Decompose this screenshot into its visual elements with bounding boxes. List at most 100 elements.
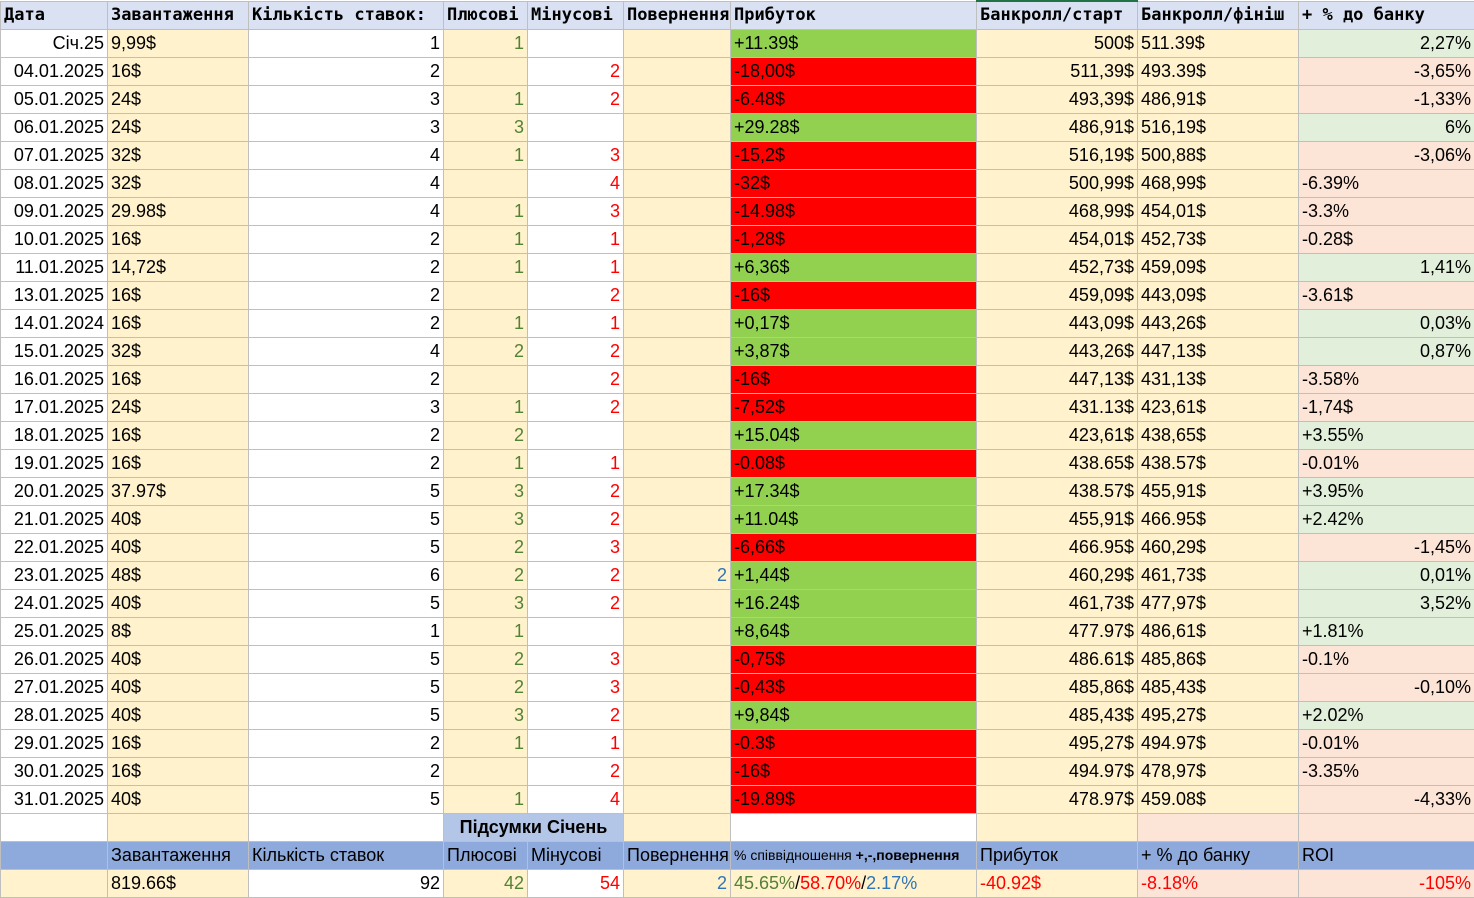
minus-cell[interactable]: 2 [528, 506, 624, 534]
return-cell[interactable] [624, 730, 731, 758]
summary-header-load[interactable]: Завантаження [108, 842, 249, 870]
minus-cell[interactable] [528, 114, 624, 142]
plus-cell[interactable]: 1 [444, 198, 528, 226]
load-cell[interactable]: 24$ [108, 394, 249, 422]
load-cell[interactable]: 16$ [108, 758, 249, 786]
return-cell[interactable] [624, 758, 731, 786]
bankroll-finish-cell[interactable]: 447,13$ [1138, 338, 1299, 366]
bankroll-finish-cell[interactable]: 459,09$ [1138, 254, 1299, 282]
bankroll-finish-cell[interactable]: 431,13$ [1138, 366, 1299, 394]
profit-cell[interactable]: +1,44$ [731, 562, 977, 590]
minus-cell[interactable]: 3 [528, 534, 624, 562]
date-cell[interactable]: 08.01.2025 [1, 170, 108, 198]
bankroll-start-cell[interactable]: 477.97$ [977, 618, 1138, 646]
header-return[interactable]: Повернення [624, 1, 731, 30]
bankroll-start-cell[interactable]: 478.97$ [977, 786, 1138, 814]
date-cell[interactable]: 11.01.2025 [1, 254, 108, 282]
return-cell[interactable]: 2 [624, 562, 731, 590]
date-cell[interactable]: 17.01.2025 [1, 394, 108, 422]
summary-header-percent[interactable]: + % до банку [1138, 842, 1299, 870]
summary-blank-cell[interactable] [1138, 814, 1299, 842]
bankroll-start-cell[interactable]: 454,01$ [977, 226, 1138, 254]
summary-roi-value[interactable]: -105% [1299, 870, 1474, 898]
plus-cell[interactable] [444, 366, 528, 394]
profit-cell[interactable]: +6,36$ [731, 254, 977, 282]
percent-bank-cell[interactable]: +3.95% [1299, 478, 1474, 506]
bankroll-start-cell[interactable]: 486.61$ [977, 646, 1138, 674]
bets-cell[interactable]: 5 [249, 674, 444, 702]
bets-cell[interactable]: 2 [249, 226, 444, 254]
profit-cell[interactable]: -0.08$ [731, 450, 977, 478]
summary-blank-cell[interactable] [249, 814, 444, 842]
bankroll-start-cell[interactable]: 511,39$ [977, 58, 1138, 86]
percent-bank-cell[interactable]: -4,33% [1299, 786, 1474, 814]
percent-bank-cell[interactable]: -6.39% [1299, 170, 1474, 198]
load-cell[interactable]: 16$ [108, 226, 249, 254]
return-cell[interactable] [624, 30, 731, 58]
plus-cell[interactable]: 3 [444, 590, 528, 618]
bets-cell[interactable]: 2 [249, 254, 444, 282]
plus-cell[interactable]: 3 [444, 506, 528, 534]
bankroll-finish-cell[interactable]: 454,01$ [1138, 198, 1299, 226]
plus-cell[interactable] [444, 170, 528, 198]
profit-cell[interactable]: -15,2$ [731, 142, 977, 170]
bankroll-finish-cell[interactable]: 493.39$ [1138, 58, 1299, 86]
plus-cell[interactable]: 2 [444, 646, 528, 674]
load-cell[interactable]: 24$ [108, 86, 249, 114]
load-cell[interactable]: 40$ [108, 506, 249, 534]
bankroll-finish-cell[interactable]: 455,91$ [1138, 478, 1299, 506]
summary-blank-cell[interactable] [108, 814, 249, 842]
bankroll-start-cell[interactable]: 459,09$ [977, 282, 1138, 310]
date-cell[interactable]: 16.01.2025 [1, 366, 108, 394]
bankroll-finish-cell[interactable]: 466.95$ [1138, 506, 1299, 534]
bankroll-start-cell[interactable]: 485,86$ [977, 674, 1138, 702]
date-cell[interactable]: 05.01.2025 [1, 86, 108, 114]
percent-bank-cell[interactable]: -3.61$ [1299, 282, 1474, 310]
load-cell[interactable]: 40$ [108, 590, 249, 618]
bankroll-start-cell[interactable]: 460,29$ [977, 562, 1138, 590]
return-cell[interactable] [624, 310, 731, 338]
profit-cell[interactable]: +29.28$ [731, 114, 977, 142]
bets-cell[interactable]: 5 [249, 506, 444, 534]
minus-cell[interactable]: 3 [528, 142, 624, 170]
summary-load-value[interactable]: 819.66$ [108, 870, 249, 898]
plus-cell[interactable]: 1 [444, 310, 528, 338]
profit-cell[interactable]: -6.48$ [731, 86, 977, 114]
percent-bank-cell[interactable]: -0.28$ [1299, 226, 1474, 254]
plus-cell[interactable]: 3 [444, 114, 528, 142]
profit-cell[interactable]: +3,87$ [731, 338, 977, 366]
bankroll-finish-cell[interactable]: 461,73$ [1138, 562, 1299, 590]
summary-header-minus[interactable]: Мінусові [528, 842, 624, 870]
profit-cell[interactable]: +16.24$ [731, 590, 977, 618]
percent-bank-cell[interactable]: -3.35% [1299, 758, 1474, 786]
bankroll-finish-cell[interactable]: 486,61$ [1138, 618, 1299, 646]
bankroll-finish-cell[interactable]: 468,99$ [1138, 170, 1299, 198]
bankroll-finish-cell[interactable]: 478,97$ [1138, 758, 1299, 786]
bankroll-start-cell[interactable]: 500$ [977, 30, 1138, 58]
date-cell[interactable]: 09.01.2025 [1, 198, 108, 226]
plus-cell[interactable]: 3 [444, 702, 528, 730]
date-cell[interactable]: 28.01.2025 [1, 702, 108, 730]
bankroll-finish-cell[interactable]: 443,26$ [1138, 310, 1299, 338]
minus-cell[interactable] [528, 30, 624, 58]
load-cell[interactable]: 32$ [108, 338, 249, 366]
bets-cell[interactable]: 2 [249, 366, 444, 394]
profit-cell[interactable]: +17.34$ [731, 478, 977, 506]
date-cell[interactable]: 13.01.2025 [1, 282, 108, 310]
percent-bank-cell[interactable]: +1.81% [1299, 618, 1474, 646]
return-cell[interactable] [624, 142, 731, 170]
summary-blank-cell[interactable] [1299, 814, 1474, 842]
minus-cell[interactable]: 3 [528, 674, 624, 702]
minus-cell[interactable]: 2 [528, 562, 624, 590]
minus-cell[interactable]: 2 [528, 394, 624, 422]
header-bankroll-finish[interactable]: Банкролл/фініш [1138, 1, 1299, 30]
load-cell[interactable]: 16$ [108, 730, 249, 758]
percent-bank-cell[interactable]: -1,33% [1299, 86, 1474, 114]
load-cell[interactable]: 40$ [108, 702, 249, 730]
bets-cell[interactable]: 5 [249, 702, 444, 730]
header-bankroll-start[interactable]: Банкролл/старт [977, 1, 1138, 30]
date-cell[interactable]: 26.01.2025 [1, 646, 108, 674]
bankroll-finish-cell[interactable]: 438.57$ [1138, 450, 1299, 478]
load-cell[interactable]: 16$ [108, 422, 249, 450]
return-cell[interactable] [624, 394, 731, 422]
